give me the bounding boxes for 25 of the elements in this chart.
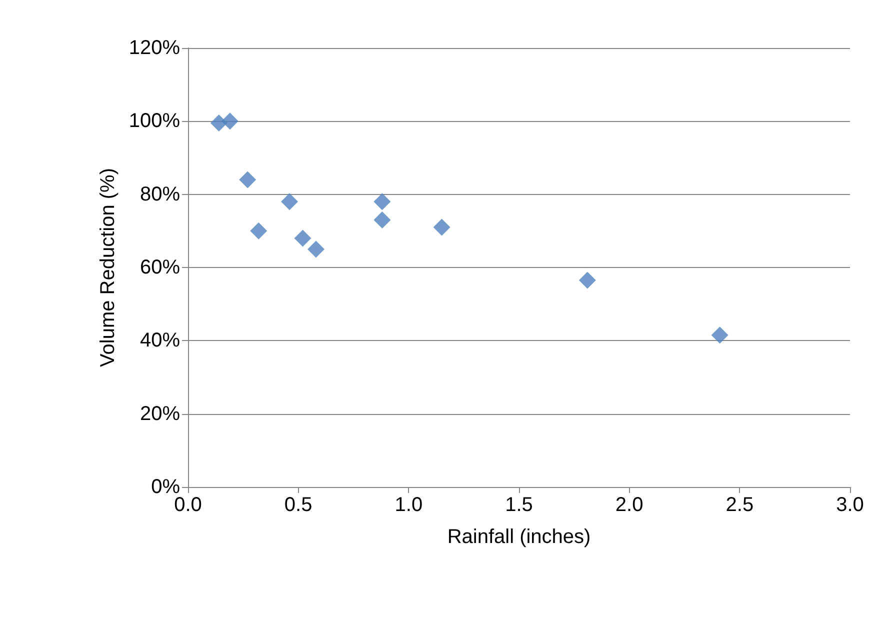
point — [711, 326, 728, 344]
point — [250, 222, 268, 240]
x-tick-label: 1.0 — [394, 494, 423, 516]
point — [374, 193, 391, 210]
y-tick-label: 100% — [128, 110, 180, 132]
y-axis-title: Volume Reduction (%) — [96, 168, 119, 367]
x-tick-label: 2.0 — [615, 494, 644, 516]
point — [578, 272, 596, 289]
y-tick-label: 120% — [128, 37, 180, 59]
x-tick-label: 3.0 — [836, 494, 864, 516]
x-axis-title: Rainfall (inches) — [447, 526, 591, 548]
y-tick-label: 60% — [140, 256, 180, 278]
point — [239, 171, 256, 188]
point — [433, 218, 450, 236]
point — [294, 230, 312, 247]
x-tick-label: 1.5 — [505, 494, 533, 516]
y-tick-label: 80% — [140, 183, 180, 206]
point — [221, 112, 238, 130]
y-tick-label: 20% — [140, 402, 180, 425]
point — [307, 240, 324, 258]
x-tick-label: 0.5 — [284, 494, 312, 516]
point — [374, 211, 391, 228]
point — [281, 193, 298, 210]
y-tick-label: 40% — [140, 330, 180, 352]
x-tick-label: 2.5 — [726, 494, 754, 516]
